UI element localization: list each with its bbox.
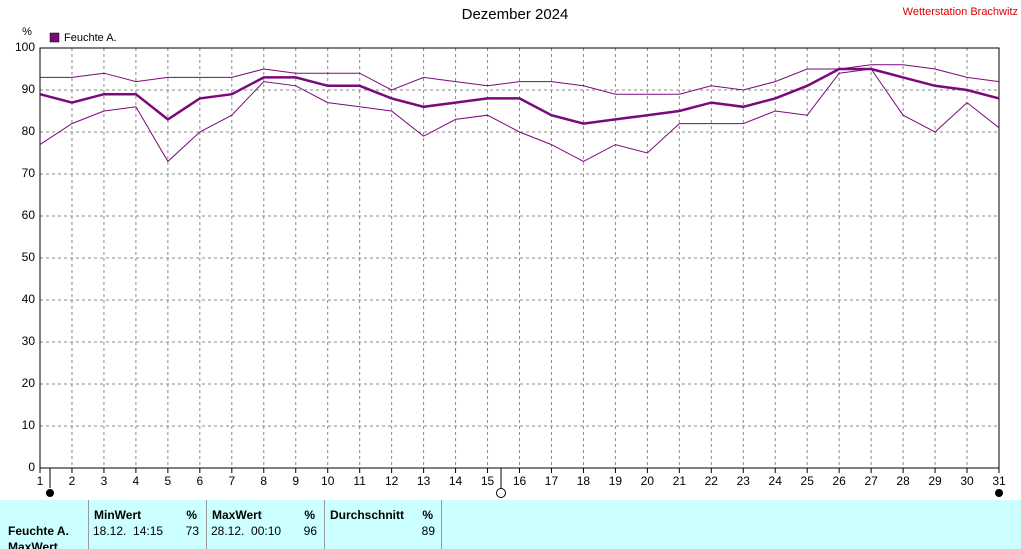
y-tick-label: 50 (22, 250, 36, 264)
x-tick-label: 22 (705, 474, 719, 488)
row-label: Feuchte A. (8, 524, 69, 538)
x-tick-label: 25 (801, 474, 815, 488)
x-tick-label: 27 (864, 474, 878, 488)
x-tick-label: 31 (992, 474, 1006, 488)
x-tick-label: 23 (737, 474, 751, 488)
cell-value: 96 (303, 524, 317, 538)
x-tick-label: 18 (577, 474, 591, 488)
x-tick-label: 21 (673, 474, 687, 488)
x-tick-label: 11 (353, 474, 366, 488)
series-line (39, 68, 1000, 163)
x-tick-label: 17 (545, 474, 559, 488)
x-tick-label: 5 (165, 474, 172, 488)
x-tick-label: 14 (449, 474, 463, 488)
marker (46, 489, 54, 497)
x-tick-label: 19 (609, 474, 623, 488)
x-tick-label: 12 (385, 474, 399, 488)
legend-label: Feuchte A. (64, 32, 117, 44)
station-name: Wetterstation Brachwitz (903, 6, 1018, 18)
summary-table: Feuchte A. MaxWert MinWert% 18.12. 14:15 7… (0, 500, 1021, 549)
chart: Dezember 2024 Wetterstation Brachwitz % … (15, 6, 1018, 498)
x-tick-label: 26 (832, 474, 846, 488)
cell-value: 73 (185, 524, 199, 538)
x-tick-label: 1 (37, 474, 44, 488)
column-header: Durchschnitt (330, 508, 405, 522)
series-line (40, 64, 1000, 95)
column-unit: % (422, 508, 433, 522)
x-tick-label: 6 (196, 474, 203, 488)
time-value: 28.12. 00:10 (211, 524, 282, 538)
x-tick-label: 2 (69, 474, 76, 488)
row-label: MaxWert (8, 540, 58, 549)
chart-title: Dezember 2024 (462, 6, 569, 23)
y-tick-label: 30 (22, 334, 36, 348)
y-tick-label: 80 (22, 124, 36, 138)
column-header: MaxWert (212, 508, 262, 522)
y-tick-label: 100 (15, 40, 35, 54)
column-unit: % (186, 508, 197, 522)
separator (88, 500, 89, 549)
y-tick-label: 70 (22, 166, 36, 180)
legend-swatch (49, 32, 60, 43)
y-tick-label: 10 (22, 418, 36, 432)
x-tick-label: 16 (513, 474, 527, 488)
x-tick-label: 20 (641, 474, 655, 488)
x-tick-label: 15 (481, 474, 495, 488)
x-tick-label: 10 (321, 474, 335, 488)
x-tick-label: 28 (896, 474, 910, 488)
x-tick-label: 8 (260, 474, 267, 488)
separator (324, 500, 325, 549)
plot-frame (39, 47, 1000, 469)
y-tick-label: 90 (22, 82, 36, 96)
column-header: MinWert (94, 508, 142, 522)
time-value: 18.12. 14:15 (93, 524, 164, 538)
separator (206, 500, 207, 549)
marker (496, 488, 506, 498)
y-tick-label: 40 (22, 292, 36, 306)
x-tick-label: 3 (101, 474, 108, 488)
x-tick-label: 7 (228, 474, 235, 488)
x-tick-label: 24 (769, 474, 783, 488)
y-unit: % (22, 26, 32, 38)
separator (441, 500, 442, 549)
x-tick-label: 4 (133, 474, 140, 488)
y-tick-label: 20 (22, 376, 36, 390)
x-tick-label: 13 (417, 474, 431, 488)
x-tick-label: 30 (960, 474, 974, 488)
y-tick-label: 60 (22, 208, 36, 222)
y-tick-label: 0 (28, 460, 35, 474)
x-tick-label: 9 (292, 474, 299, 488)
x-tick-label: 29 (928, 474, 942, 488)
cell-value: 89 (421, 524, 435, 538)
column-unit: % (304, 508, 315, 522)
marker (995, 489, 1003, 497)
